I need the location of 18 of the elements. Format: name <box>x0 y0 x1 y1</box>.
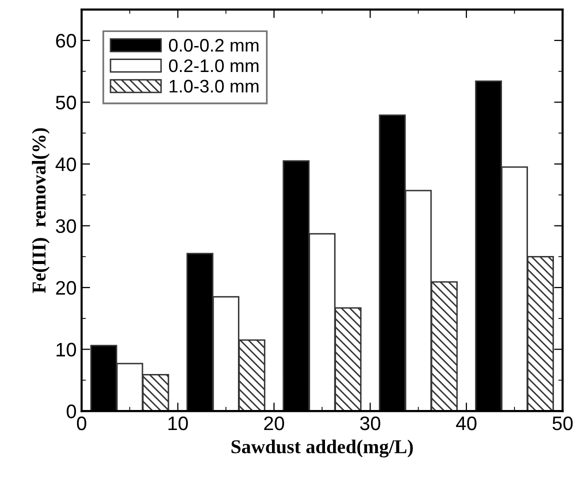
x-axis-title: Sawdust added(mg/L) <box>232 440 413 458</box>
legend-label: 0.0-0.2 mm <box>168 38 258 52</box>
x-tick-label: 10 <box>168 416 188 430</box>
y-tick-label: 40 <box>56 157 76 172</box>
y-tick-label: 60 <box>56 34 76 48</box>
x-tick-label: 0 <box>76 416 86 430</box>
x-tick-label: 30 <box>360 416 380 430</box>
y-tick-label: 30 <box>56 219 76 233</box>
y-tick-label: 10 <box>56 342 76 357</box>
y-axis-title: Fe(III) removal(%) <box>32 128 50 293</box>
legend-label: 0.2-1.0 mm <box>168 59 258 72</box>
y-tick-label: 0 <box>66 404 76 418</box>
y-tick-label: 50 <box>56 96 76 110</box>
legend-label: 1.0-3.0 mm <box>170 80 258 93</box>
y-tick-label: 20 <box>56 281 76 295</box>
x-tick-label: 50 <box>552 416 573 430</box>
x-tick-label: 20 <box>264 416 284 430</box>
x-tick-label: 40 <box>456 416 476 430</box>
